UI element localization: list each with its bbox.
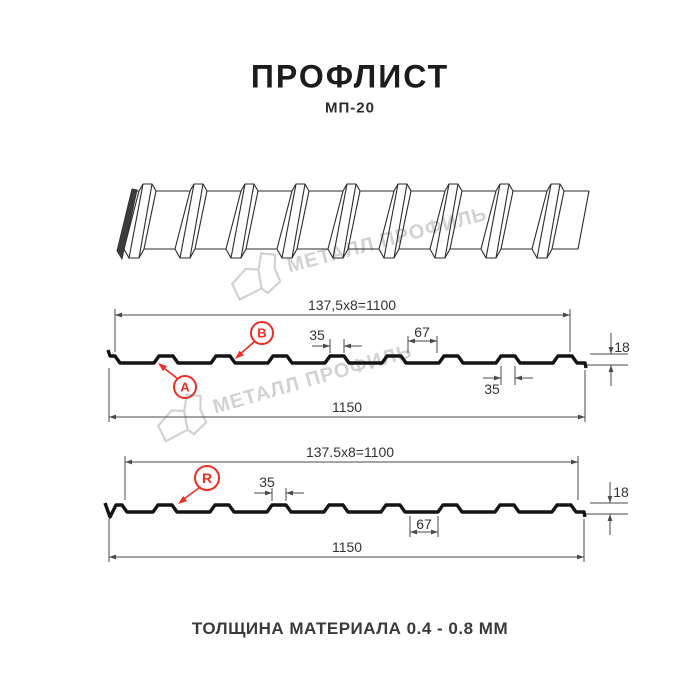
p2-height-dimension: 18 (613, 484, 629, 500)
material-thickness-note: ТОЛЩИНА МАТЕРИАЛА 0.4 - 0.8 ММ (191, 619, 509, 638)
p2-rib-top-dimension: 35 (259, 474, 275, 490)
p1-rib-base-dimension: 67 (414, 324, 430, 340)
page-title: ПРОФЛИСТ (250, 58, 450, 95)
watermark: МЕТАЛЛ ПРОФИЛЬ (144, 330, 418, 447)
p2-rib-base-dimension: 67 (416, 516, 432, 532)
callout-a-label: A (180, 379, 190, 395)
p1-height-dimension: 18 (614, 339, 630, 355)
p1-module-dimension: 137,5x8=1100 (307, 297, 397, 313)
p1-rib-bottom-dimension: 35 (484, 381, 500, 397)
p2-total-width-dimension: 1150 (331, 539, 363, 555)
page-subtitle: МП-20 (325, 99, 375, 117)
metall-profil-logo-icon (230, 252, 282, 301)
p1-total-width-dimension: 1150 (331, 399, 363, 415)
watermark: МЕТАЛЛ ПРОФИЛЬ (218, 192, 492, 305)
p2-module-dimension: 137.5x8=1100 (305, 444, 395, 460)
callout-r-label: R (201, 470, 213, 486)
callout-b-label: B (257, 325, 267, 341)
p1-rib-top-dimension: 35 (309, 327, 325, 343)
metall-profil-logo-icon (156, 393, 208, 443)
